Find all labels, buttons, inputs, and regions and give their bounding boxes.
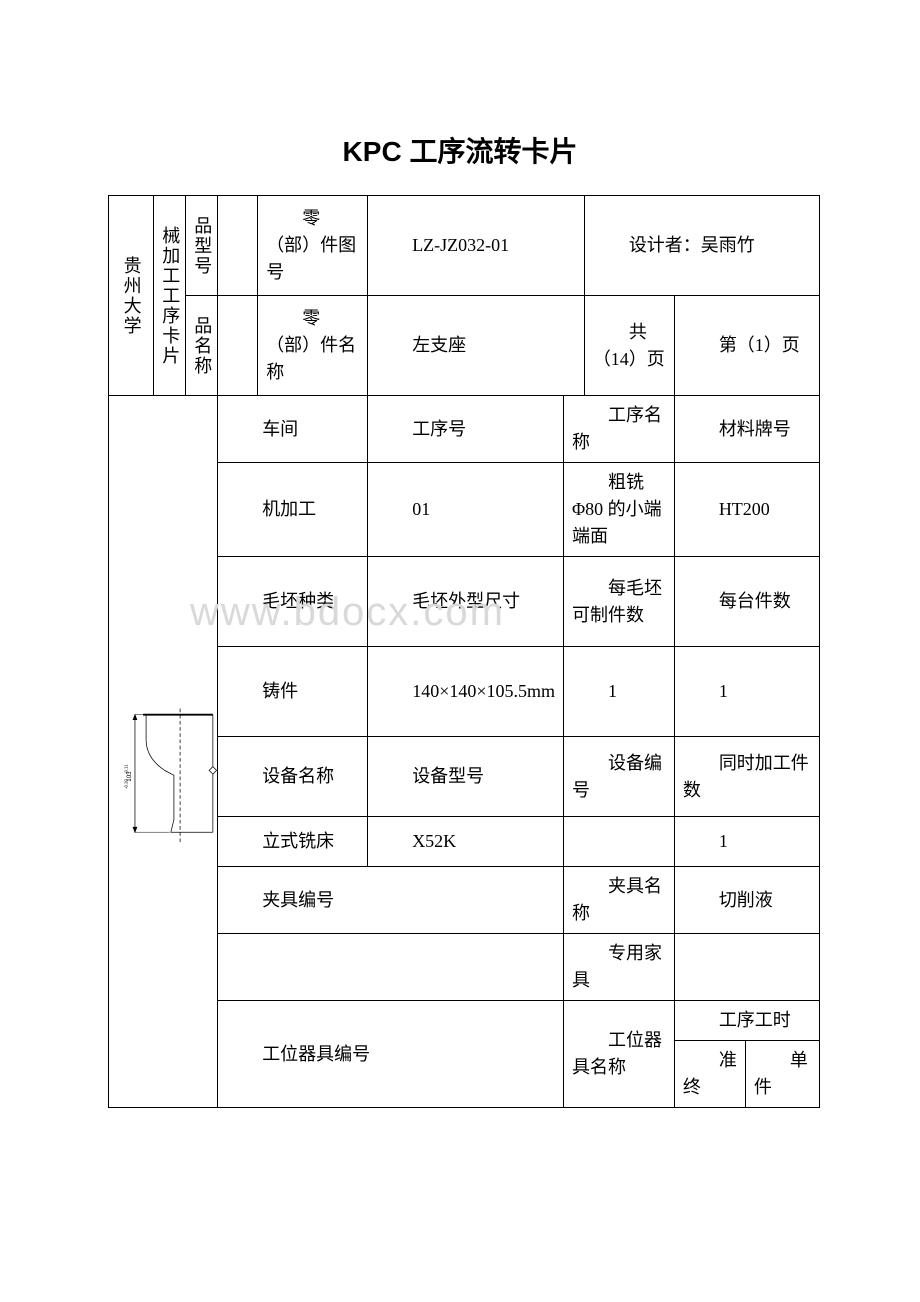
equip-no-label: 设备编号 [564, 737, 675, 817]
part-name-value: 左支座 [368, 296, 585, 396]
designer: 设计者：吴雨竹 [584, 196, 819, 296]
proc-name-label: 工序名称 [564, 396, 675, 463]
per-unit-label: 每台件数 [674, 557, 819, 647]
part-fig-value: LZ-JZ032-01 [368, 196, 585, 296]
blank-type-value: 铸件 [218, 647, 368, 737]
simul-value: 1 [674, 817, 819, 867]
part-diagram: 103 -0.11 -0.20 [109, 554, 217, 950]
diagram-cell: 103 -0.11 -0.20 [109, 396, 218, 1108]
equip-no-value [564, 817, 675, 867]
fixture-no-value [218, 934, 564, 1001]
model-label: 品型号 [186, 196, 218, 296]
proc-no-value: 01 [368, 463, 564, 557]
part-fig-label: 零（部）件图号 [258, 196, 368, 296]
simul-label: 同时加工件数 [674, 737, 819, 817]
equip-name-value: 立式铣床 [218, 817, 368, 867]
per-unit-value: 1 [674, 647, 819, 737]
proc-time-label: 工序工时 [674, 1001, 819, 1041]
per-blank-label: 每毛坯可制件数 [564, 557, 675, 647]
fixture-name-label: 夹具名称 [564, 867, 675, 934]
single-label: 单件 [745, 1041, 819, 1108]
blank-type-label: 毛坯种类 [218, 557, 368, 647]
fixture-no-label: 夹具编号 [218, 867, 564, 934]
svg-text:-0.11: -0.11 [124, 763, 129, 773]
university: 贵州大学 [109, 196, 154, 396]
page-title: KPC 工序流转卡片 [0, 130, 920, 170]
workshop-label: 车间 [218, 396, 368, 463]
prep-label: 准终 [674, 1041, 745, 1108]
equip-model-value: X52K [368, 817, 564, 867]
blank-size-value: 140×140×105.5mm [368, 647, 564, 737]
material-value: HT200 [674, 463, 819, 557]
proc-name-value: 粗铣Φ80 的小端端面 [564, 463, 675, 557]
tool-pos-name-label: 工位器具名称 [564, 1001, 675, 1108]
equip-model-label: 设备型号 [368, 737, 564, 817]
row-labels-1: 103 -0.11 -0.20 车间 工序号 工序名称 材料牌号 [109, 396, 820, 463]
equip-name-label: 设备名称 [218, 737, 368, 817]
fixture-name-value: 专用家具 [564, 934, 675, 1001]
card-type: 械加工工序卡片 [154, 196, 186, 396]
blank-size-label: 毛坯外型尺寸 [368, 557, 564, 647]
model-value [218, 196, 258, 296]
header-row-2: 品名称 零（部）件名称 左支座 共（14）页 第（1）页 [109, 296, 820, 396]
header-row-1: 贵州大学 械加工工序卡片 品型号 零（部）件图号 LZ-JZ032-01 设计者… [109, 196, 820, 296]
material-label: 材料牌号 [674, 396, 819, 463]
name-value-blank [218, 296, 258, 396]
name-label: 品名称 [186, 296, 218, 396]
total-pages: 共（14）页 [584, 296, 674, 396]
coolant-label: 切削液 [674, 867, 819, 934]
svg-text:-0.20: -0.20 [124, 778, 129, 788]
proc-no-label: 工序号 [368, 396, 564, 463]
per-blank-value: 1 [564, 647, 675, 737]
part-name-label: 零（部）件名称 [258, 296, 368, 396]
tool-pos-no-label: 工位器具编号 [218, 1001, 564, 1108]
workshop-value: 机加工 [218, 463, 368, 557]
process-card-table: 贵州大学 械加工工序卡片 品型号 零（部）件图号 LZ-JZ032-01 设计者… [108, 195, 820, 1108]
page-no: 第（1）页 [674, 296, 819, 396]
coolant-value [674, 934, 819, 1001]
